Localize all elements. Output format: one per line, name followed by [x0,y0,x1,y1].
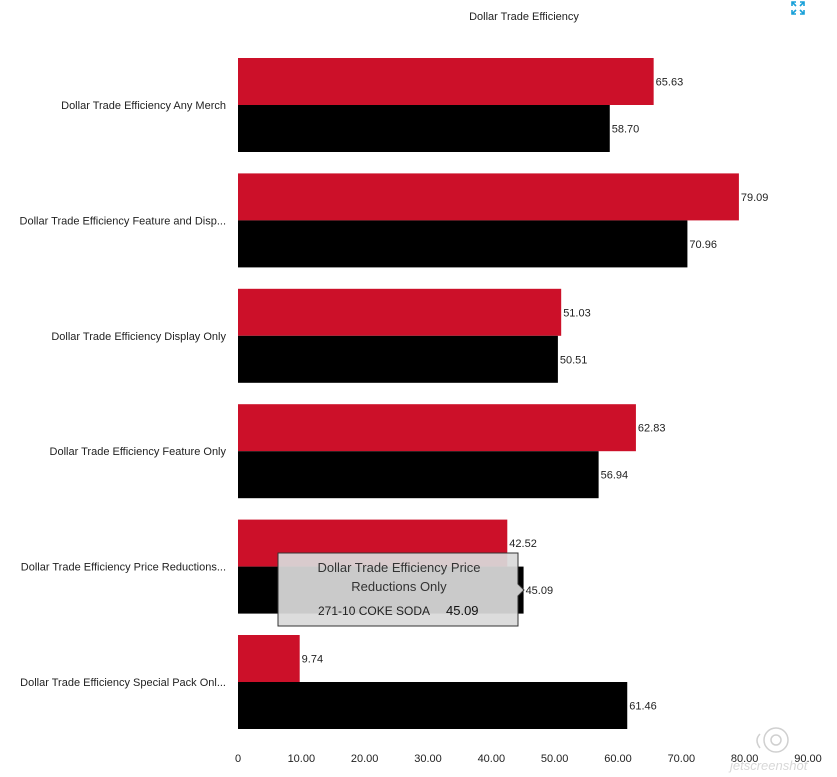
labels-layer: Dollar Trade Efficiency Any Merch 65.63 58… [20,77,769,713]
x-tick-label: 40.00 [478,753,506,765]
data-label: 58.70 [612,124,640,136]
data-label: 51.03 [563,307,591,319]
bar-black-1[interactable] [238,220,688,268]
category-label: Dollar Trade Efficiency Special Pack Onl… [20,677,226,689]
expand-icon[interactable] [790,0,806,16]
x-tick-label: 80.00 [731,753,759,765]
data-label: 70.96 [689,239,717,251]
watermark-logo-icon [756,727,789,753]
category-label: Dollar Trade Efficiency Feature Only [50,446,227,458]
data-label: 65.63 [656,77,684,89]
tooltip-series-name: 271-10 COKE SODA [318,604,430,618]
tooltip-title-line-1: Dollar Trade Efficiency Price [317,560,480,575]
tooltip-title-line-2: Reductions Only [351,579,447,594]
bar-black-0[interactable] [238,105,610,152]
tooltip: Dollar Trade Efficiency Price Reductions… [277,552,525,627]
data-label: 9.74 [302,654,323,666]
bar-black-3[interactable] [238,451,599,499]
bar-red-2[interactable] [238,288,562,336]
tooltip-value: 45.09 [446,603,479,618]
category-label: Dollar Trade Efficiency Feature and Disp… [20,215,226,227]
data-label: 50.51 [560,354,588,366]
bar-black-5[interactable] [238,682,628,729]
category-label: Dollar Trade Efficiency Display Only [51,331,226,343]
data-label: 56.94 [601,470,629,482]
tooltip-box [277,552,525,627]
category-label: Dollar Trade Efficiency Price Reductions… [21,562,226,574]
bar-red-3[interactable] [238,404,636,452]
data-label: 42.52 [509,538,537,550]
bars-layer [238,58,739,729]
bar-red-0[interactable] [238,58,654,105]
x-tick-label: 90.00 [794,753,822,765]
data-label: 45.09 [526,585,554,597]
data-label: 61.46 [629,701,657,713]
bar-red-5[interactable] [238,635,300,682]
watermark-text: jetscreenshot [728,758,809,773]
x-tick-label: 50.00 [541,753,569,765]
x-tick-label: 30.00 [414,753,442,765]
category-label: Dollar Trade Efficiency Any Merch [61,100,226,112]
bar-black-2[interactable] [238,335,558,383]
bar-red-1[interactable] [238,173,739,221]
watermark: jetscreenshot [728,727,809,773]
x-tick-label: 10.00 [288,753,316,765]
x-tick-label: 60.00 [604,753,632,765]
x-tick-label: 70.00 [668,753,696,765]
x-tick-label: 20.00 [351,753,379,765]
chart-title: Dollar Trade Efficiency [469,11,579,23]
x-axis: 0 10.00 20.00 30.00 40.00 50.00 60.00 70.00 80.0… [235,753,822,765]
data-label: 62.83 [638,423,666,435]
x-tick-label: 0 [235,753,241,765]
data-label: 79.09 [741,192,769,204]
